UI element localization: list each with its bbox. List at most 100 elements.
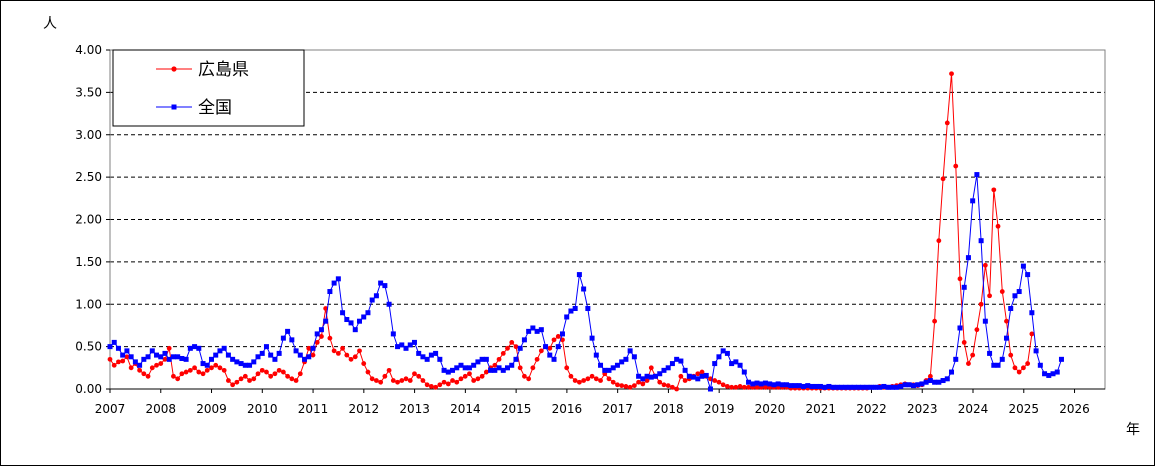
data-point (576, 379, 582, 385)
data-point (995, 223, 1001, 229)
data-point (636, 373, 642, 379)
data-point (411, 339, 417, 345)
data-point (500, 367, 506, 373)
data-point (407, 378, 413, 383)
data-point (784, 382, 790, 388)
data-point (661, 382, 667, 388)
data-point (154, 352, 160, 358)
data-point (471, 378, 477, 383)
data-point (910, 383, 916, 389)
data-point (505, 365, 511, 371)
data-point (754, 384, 760, 390)
data-point (441, 367, 447, 373)
data-point (450, 378, 455, 383)
data-point (111, 362, 117, 368)
data-point (369, 376, 375, 382)
data-point (187, 367, 193, 373)
data-point (1016, 289, 1022, 295)
legend-item: 広島県 (156, 60, 249, 80)
data-point (598, 362, 604, 368)
data-point (521, 337, 527, 343)
data-point (522, 373, 527, 379)
data-point (572, 378, 578, 383)
data-point (716, 354, 722, 360)
data-point (306, 345, 312, 351)
data-point (293, 378, 299, 383)
x-tick-label: 2021 (805, 402, 836, 416)
data-point (466, 365, 472, 371)
data-point (166, 345, 172, 351)
data-point (581, 378, 587, 383)
legend-item: 全国 (156, 98, 232, 118)
y-tick-label: 1.00 (75, 297, 102, 311)
data-point (314, 331, 320, 337)
data-point (543, 344, 549, 350)
data-point (505, 345, 510, 351)
data-point (868, 384, 874, 390)
legend-label: 広島県 (198, 60, 249, 80)
data-point (526, 328, 532, 334)
data-point (999, 289, 1005, 294)
data-point (213, 362, 219, 368)
data-point (843, 384, 849, 390)
data-point (454, 365, 460, 371)
data-point (640, 376, 646, 382)
data-point (361, 361, 367, 366)
data-point (872, 384, 878, 390)
data-point (1021, 365, 1026, 371)
data-point (720, 382, 726, 388)
y-tick-label: 1.50 (75, 255, 102, 269)
data-point (1029, 310, 1035, 316)
data-point (699, 373, 705, 379)
data-point (585, 376, 591, 382)
x-tick-label: 2012 (349, 402, 380, 416)
data-point (1008, 305, 1014, 311)
data-point (1016, 369, 1022, 375)
data-point (665, 365, 671, 371)
x-tick-label: 2026 (1059, 402, 1090, 416)
data-point (428, 352, 434, 358)
data-point (1003, 335, 1009, 341)
data-point (1020, 263, 1026, 269)
data-point (970, 198, 976, 204)
data-point (340, 345, 345, 351)
data-point (251, 359, 257, 365)
data-point (208, 356, 214, 362)
data-point (323, 318, 329, 324)
data-point (517, 345, 523, 351)
data-point (513, 356, 519, 362)
data-point (314, 339, 320, 345)
data-point (479, 356, 485, 362)
data-point (779, 382, 785, 388)
x-tick-label: 2008 (145, 402, 176, 416)
data-point (424, 382, 430, 388)
data-point (141, 371, 147, 377)
data-point (763, 384, 768, 390)
x-axis: 2007 2008 2009 2010 2011 2012 2013 2014 2015 2016… (95, 389, 1090, 416)
data-point (889, 384, 895, 390)
data-point (919, 381, 925, 387)
data-point (335, 276, 341, 282)
data-point (982, 262, 988, 268)
x-tick-label: 2017 (602, 402, 633, 416)
data-point (458, 376, 464, 382)
y-tick-label: 3.00 (75, 128, 102, 142)
series-layer (107, 71, 1064, 392)
data-point (572, 305, 578, 311)
data-point (898, 383, 904, 389)
data-point (183, 356, 189, 362)
data-point (492, 362, 498, 368)
data-point (674, 386, 680, 392)
data-point (234, 379, 240, 385)
data-point (936, 379, 942, 385)
data-point (775, 381, 781, 387)
data-point (585, 305, 591, 311)
data-point (995, 362, 1001, 368)
data-point (149, 365, 155, 371)
data-point (729, 361, 735, 367)
y-tick-label: 0.50 (75, 340, 102, 354)
data-point (974, 172, 980, 178)
data-point (712, 361, 718, 367)
x-tick-label: 2024 (958, 402, 989, 416)
data-point (162, 356, 168, 362)
